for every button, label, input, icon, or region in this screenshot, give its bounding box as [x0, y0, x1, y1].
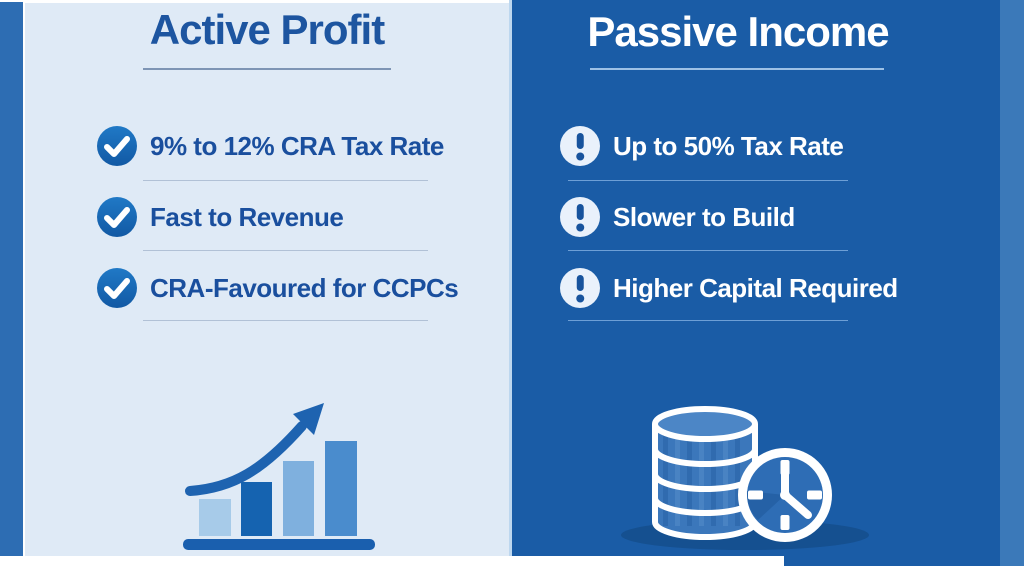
passive-income-title: Passive Income: [587, 8, 889, 55]
bottom-white-strip: [0, 556, 784, 566]
item-label: Fast to Revenue: [150, 201, 344, 232]
item-divider: [143, 180, 428, 181]
item-label: Up to 50% Tax Rate: [613, 130, 844, 161]
item-divider: [143, 250, 428, 251]
item-divider: [568, 180, 848, 181]
active-item-revenue: Fast to Revenue: [97, 197, 344, 237]
active-profit-title: Active Profit: [149, 6, 385, 53]
item-divider: [568, 320, 848, 321]
coins-and-clock-icon: [621, 406, 869, 550]
item-divider: [568, 250, 848, 251]
passive-title-underline: [590, 68, 884, 70]
exclamation-icon: [560, 268, 600, 308]
column-separator: [509, 0, 512, 566]
check-icon: [97, 268, 137, 308]
passive-item-tax-rate: Up to 50% Tax Rate: [560, 126, 844, 166]
active-title-underline: [143, 68, 391, 70]
passive-item-build: Slower to Build: [560, 197, 795, 237]
item-label: Slower to Build: [613, 201, 795, 232]
check-icon: [97, 197, 137, 237]
item-label: CRA-Favoured for CCPCs: [150, 272, 459, 303]
check-icon: [97, 126, 137, 166]
right-accent-stripe: [1000, 0, 1024, 566]
exclamation-icon: [560, 197, 600, 237]
growth-bar-chart-icon: [183, 403, 375, 550]
left-accent-stripe: [0, 2, 23, 558]
item-divider: [143, 320, 428, 321]
item-label: 9% to 12% CRA Tax Rate: [150, 130, 444, 161]
passive-item-capital: Higher Capital Required: [560, 268, 898, 308]
item-label: Higher Capital Required: [613, 272, 898, 303]
exclamation-icon: [560, 126, 600, 166]
active-item-ccpc: CRA-Favoured for CCPCs: [97, 268, 459, 308]
active-item-tax-rate: 9% to 12% CRA Tax Rate: [97, 126, 444, 166]
